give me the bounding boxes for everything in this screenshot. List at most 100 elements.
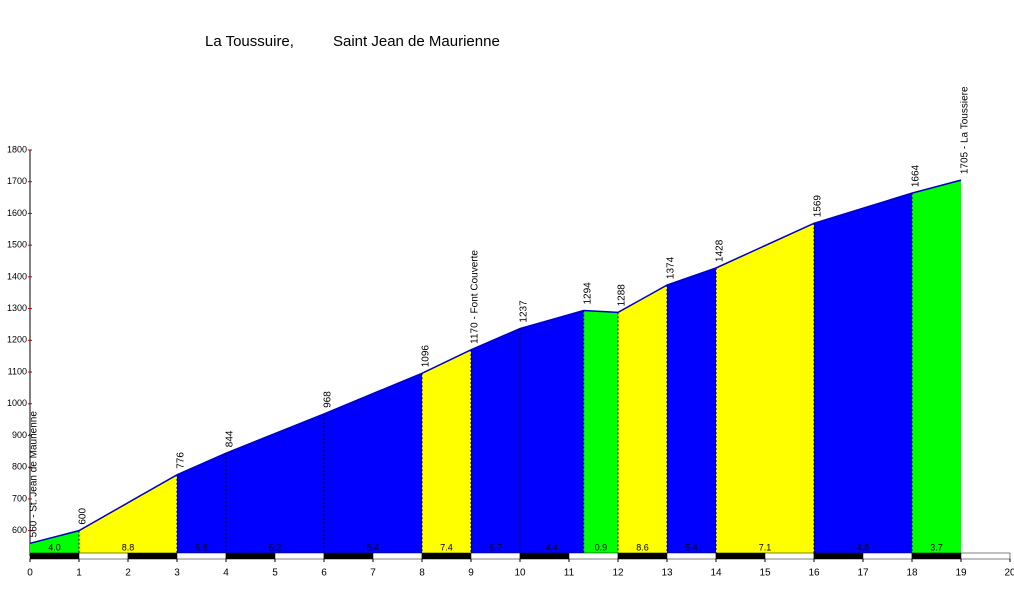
segment-area (814, 193, 912, 556)
x-tick-label: 16 (808, 568, 820, 579)
x-tick-label: 15 (759, 568, 771, 579)
point-label: 1569 (813, 195, 824, 218)
gradient-label: 6.7 (489, 542, 502, 552)
km-strip (519, 552, 570, 560)
km-strip (78, 552, 129, 560)
y-tick-label: 1700 (7, 176, 27, 186)
x-tick-label: 5 (272, 568, 278, 579)
segment-area (667, 267, 716, 556)
y-tick-label: 1000 (7, 398, 27, 408)
km-strip (911, 552, 962, 560)
segment-area (324, 373, 422, 556)
chart-title: La Toussuire, (205, 33, 294, 50)
gradient-label: 4.8 (857, 542, 870, 552)
point-label: 600 (78, 508, 89, 525)
x-tick-label: 17 (857, 568, 869, 579)
gradient-label: 6.4 (367, 542, 380, 552)
segment-area (177, 453, 226, 556)
segment-area (618, 285, 667, 556)
y-tick-label: 1500 (7, 240, 27, 250)
gradient-label: 8.8 (122, 542, 135, 552)
y-tick-label: 1200 (7, 335, 27, 345)
segment-area (912, 180, 961, 556)
km-strip (568, 552, 619, 560)
segment-area (422, 349, 471, 556)
point-label: 844 (225, 430, 236, 447)
gradient-label: 6.8 (195, 542, 208, 552)
x-tick-label: 12 (612, 568, 624, 579)
x-tick-label: 3 (174, 568, 180, 579)
y-tick-label: 600 (12, 525, 27, 535)
y-tick-label: 1800 (7, 144, 27, 154)
x-tick-label: 10 (514, 568, 526, 579)
point-label: 1374 (666, 256, 677, 279)
y-tick-label: 800 (12, 462, 27, 472)
y-tick-label: 1400 (7, 271, 27, 281)
point-label: 560 - St. Jean de Maurienne (29, 411, 40, 538)
y-tick-label: 1300 (7, 303, 27, 313)
km-strip (274, 552, 325, 560)
y-tick-label: 900 (12, 430, 27, 440)
km-strip (372, 552, 423, 560)
y-tick-label: 700 (12, 493, 27, 503)
point-label: 1237 (519, 300, 530, 323)
segment-area (79, 474, 177, 556)
km-strip (960, 552, 1011, 560)
point-label: 1170 - Font Couverte (470, 250, 481, 344)
km-strip (323, 552, 374, 560)
point-label: 1288 (617, 284, 628, 307)
km-strip (421, 552, 472, 560)
x-tick-label: 0 (27, 568, 33, 579)
segment-area (30, 530, 79, 556)
x-tick-label: 19 (955, 568, 967, 579)
km-strip (715, 552, 766, 560)
x-tick-label: 9 (468, 568, 474, 579)
y-tick-label: 1600 (7, 208, 27, 218)
chart-subtitle: Saint Jean de Maurienne (333, 33, 500, 50)
x-tick-label: 6 (321, 568, 327, 579)
profile-line (29, 179, 962, 545)
x-tick-label: 18 (906, 568, 918, 579)
x-tick-label: 14 (710, 568, 722, 579)
gradient-label: 7.1 (759, 542, 772, 552)
segment-area (583, 310, 618, 556)
x-tick-label: 7 (370, 568, 376, 579)
point-label: 1294 (582, 282, 593, 305)
km-strip (127, 552, 178, 560)
gradient-label: 4.4 (546, 542, 559, 552)
x-tick-label: 4 (223, 568, 229, 579)
point-label: 1664 (911, 164, 922, 187)
segment-area (520, 310, 584, 556)
km-strip (470, 552, 521, 560)
gradient-label: 8.6 (636, 542, 649, 552)
x-tick-label: 20 (1004, 568, 1014, 579)
km-strip (764, 552, 815, 560)
gradient-label: 3.7 (930, 542, 943, 552)
km-strip (176, 552, 227, 560)
km-strip (225, 552, 276, 560)
x-tick-label: 2 (125, 568, 131, 579)
km-strip (29, 552, 80, 560)
km-strip (666, 552, 717, 560)
km-strip (862, 552, 913, 560)
point-label: 1096 (421, 345, 432, 368)
x-tick-label: 8 (419, 568, 425, 579)
gradient-label: 5.4 (685, 542, 698, 552)
segment-area (226, 413, 324, 556)
point-label: 776 (176, 452, 187, 469)
point-label: 1428 (715, 239, 726, 262)
km-strip (617, 552, 668, 560)
point-label: 1705 - La Toussiere (960, 86, 971, 174)
gradient-label: 4.0 (48, 542, 61, 552)
x-tick-label: 1 (76, 568, 82, 579)
gradient-label: 7.4 (440, 542, 453, 552)
y-tick-label: 1100 (8, 366, 27, 376)
x-tick-label: 13 (661, 568, 673, 579)
point-label: 968 (323, 391, 334, 408)
x-tick-label: 11 (564, 568, 575, 579)
gradient-label: 0.9 (595, 542, 608, 552)
gradient-label: 6.2 (269, 542, 282, 552)
segment-area (716, 223, 814, 556)
km-strip (813, 552, 864, 560)
